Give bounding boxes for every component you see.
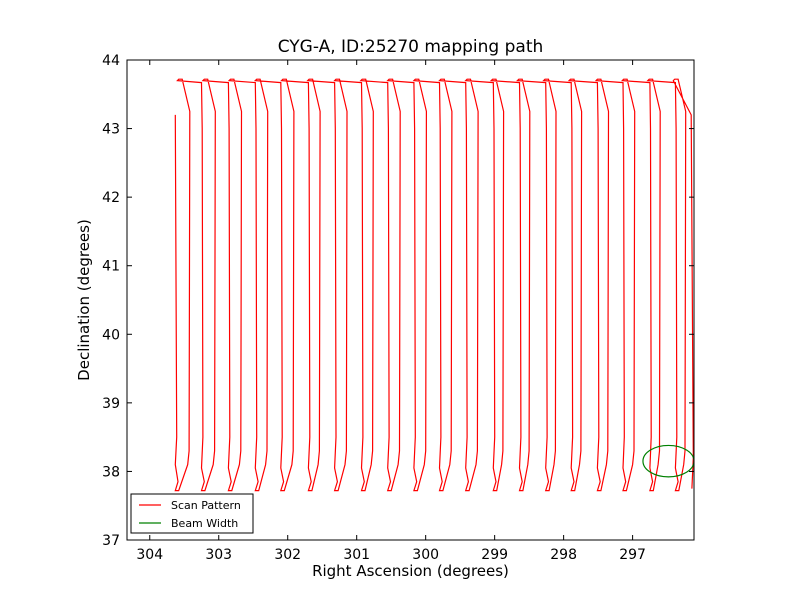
x-tick-label: 299	[481, 547, 508, 563]
x-axis-label: Right Ascension (degrees)	[312, 562, 509, 580]
x-tick-label: 304	[136, 547, 163, 563]
y-tick-label: 44	[102, 53, 120, 69]
plot-frame	[126, 59, 695, 541]
x-tick-label: 301	[343, 547, 370, 563]
x-tick-label: 298	[550, 547, 577, 563]
y-tick-label: 41	[102, 259, 120, 275]
x-tick-label: 297	[619, 547, 646, 563]
x-tick-label: 303	[205, 547, 232, 563]
y-axis-label: Declination (degrees)	[75, 219, 93, 381]
y-tick-label: 37	[102, 533, 120, 549]
chart-title: CYG-A, ID:25270 mapping path	[278, 37, 544, 57]
legend-label-beam-width: Beam Width	[171, 517, 238, 530]
y-tick-label: 38	[102, 464, 120, 480]
y-tick-label: 42	[102, 190, 120, 206]
x-tick-label: 300	[412, 547, 439, 563]
scan-pattern-line	[174, 78, 694, 492]
legend-box	[130, 493, 254, 534]
legend-label-scan-pattern: Scan Pattern	[171, 499, 241, 512]
axis-ticks: 304 303 302 301 300 299 298 297 37 38 39 40 41 42 43 44	[102, 53, 694, 563]
x-tick-label: 302	[274, 547, 301, 563]
y-tick-label: 39	[102, 396, 120, 412]
legend: Scan Pattern Beam Width	[130, 493, 254, 534]
y-tick-label: 43	[102, 122, 120, 138]
y-tick-label: 40	[102, 327, 120, 343]
